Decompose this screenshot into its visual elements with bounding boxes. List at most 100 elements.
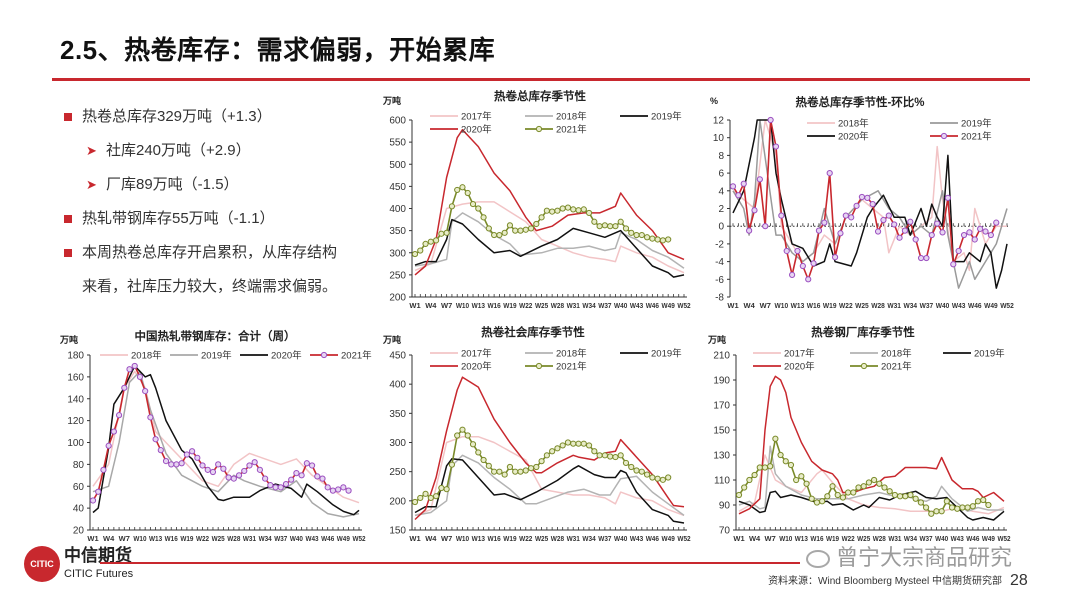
data-point: [966, 229, 973, 236]
x-tick-label: W19: [826, 534, 839, 543]
logo-en-text: CITIC Futures: [64, 568, 134, 580]
bullet-item: 本周热卷总库存开启累积，从库存结构: [62, 236, 382, 270]
series-line-2020年: [414, 376, 685, 521]
data-point: [850, 489, 857, 496]
y-axis-unit: 万吨: [707, 334, 726, 345]
y-tick-label: 450: [389, 351, 406, 362]
bullet-text: 本周热卷总库存开启累积，从库存结构: [82, 244, 338, 261]
series-line-2019年: [92, 370, 360, 518]
data-point: [157, 447, 164, 454]
data-point: [448, 203, 456, 210]
series-line-2019年: [414, 458, 685, 524]
data-point: [319, 475, 326, 482]
data-point: [638, 468, 645, 475]
data-point: [422, 240, 429, 247]
x-tick-label: W4: [103, 534, 115, 543]
data-point: [746, 476, 753, 484]
data-point: [950, 261, 957, 268]
data-point: [787, 461, 795, 469]
legend-label: 2021年: [961, 131, 992, 143]
x-tick-label: W46: [646, 301, 659, 310]
legend-label: 2019年: [651, 348, 682, 360]
data-point: [596, 452, 603, 459]
data-point: [235, 472, 243, 479]
arrow-bullet-icon: ➤: [86, 143, 97, 158]
x-tick-label: W19: [823, 301, 837, 310]
x-tick-label: W34: [259, 534, 273, 543]
data-point: [622, 459, 630, 467]
data-point: [596, 223, 603, 230]
x-tick-label: W22: [839, 301, 853, 310]
y-tick-label: 600: [389, 116, 406, 127]
data-point: [628, 229, 635, 236]
data-point: [549, 448, 556, 455]
x-tick-label: W10: [775, 301, 789, 310]
watermark-text: 曾宁大宗商品研究: [836, 545, 1013, 570]
data-point: [842, 212, 849, 219]
data-point: [549, 208, 556, 215]
data-point: [131, 362, 138, 370]
x-tick-label: W49: [984, 301, 998, 310]
legend-label: 2018年: [881, 348, 912, 360]
data-point: [917, 499, 924, 506]
data-point: [554, 445, 561, 452]
y-tick-label: -6: [715, 275, 724, 286]
data-point: [152, 436, 159, 443]
data-point: [543, 207, 550, 214]
data-point: [293, 470, 300, 477]
y-tick-label: 210: [713, 351, 730, 362]
y-tick-label: 140: [67, 394, 84, 405]
data-point: [907, 218, 914, 225]
data-point: [974, 498, 982, 505]
data-point: [735, 192, 742, 199]
x-tick-label: W22: [196, 534, 209, 543]
square-bullet-icon: [64, 249, 72, 257]
x-tick-label: W13: [472, 534, 485, 543]
bullet-item: 热卷总库存329万吨（+1.3）: [62, 100, 382, 134]
data-point: [813, 499, 821, 506]
data-point: [443, 486, 450, 493]
data-point: [643, 471, 651, 478]
legend-label: 2020年: [461, 124, 492, 136]
data-point: [538, 214, 545, 221]
data-point: [438, 230, 445, 237]
x-tick-label: W37: [274, 534, 287, 543]
data-point: [522, 226, 529, 233]
x-tick-label: W19: [180, 534, 193, 543]
x-tick-label: W52: [677, 301, 690, 310]
x-tick-label: W37: [920, 534, 933, 543]
data-point: [517, 468, 524, 475]
data-point: [417, 494, 424, 502]
x-tick-label: W34: [582, 301, 596, 310]
citic-logo-mark: CITIC: [24, 546, 60, 582]
data-point: [496, 468, 503, 475]
source-note: 资料来源：Wind Bloomberg Mysteel 中信期货研究部: [768, 576, 1002, 587]
data-point: [643, 234, 651, 241]
data-point: [858, 193, 866, 201]
data-point: [246, 462, 253, 469]
y-axis-unit: 万吨: [382, 334, 401, 345]
page-number: 28: [1010, 572, 1028, 589]
data-point: [303, 460, 310, 467]
data-point: [853, 202, 860, 209]
data-point: [896, 234, 903, 241]
data-point: [874, 228, 882, 235]
y-axis-unit: 万吨: [382, 95, 401, 106]
page-title: 2.5、热卷库存：需求偏弱，开始累库: [60, 35, 496, 65]
data-point: [824, 493, 831, 500]
data-point: [762, 223, 769, 230]
series-line-2020年: [92, 365, 360, 516]
data-point: [778, 212, 785, 219]
wechat-icon: [806, 550, 830, 569]
x-tick-label: W10: [456, 534, 469, 543]
data-point: [845, 489, 852, 496]
data-point: [105, 442, 112, 449]
data-point: [512, 227, 519, 234]
data-point: [262, 475, 269, 482]
data-point: [427, 494, 434, 502]
data-point: [443, 229, 450, 236]
data-point: [751, 207, 758, 214]
